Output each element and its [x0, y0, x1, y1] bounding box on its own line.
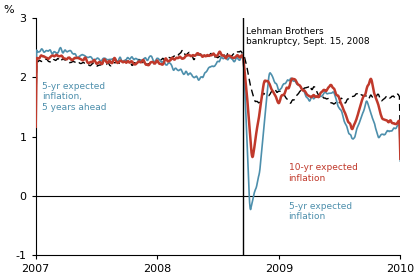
- Text: 10-yr expected
inflation: 10-yr expected inflation: [289, 163, 357, 183]
- Text: Lehman Brothers
bankruptcy, Sept. 15, 2008: Lehman Brothers bankruptcy, Sept. 15, 20…: [246, 27, 369, 46]
- Text: 5-yr expected
inflation: 5-yr expected inflation: [289, 202, 352, 221]
- Text: 5-yr expected
inflation,
5 years ahead: 5-yr expected inflation, 5 years ahead: [42, 82, 106, 112]
- Text: %: %: [3, 5, 14, 15]
